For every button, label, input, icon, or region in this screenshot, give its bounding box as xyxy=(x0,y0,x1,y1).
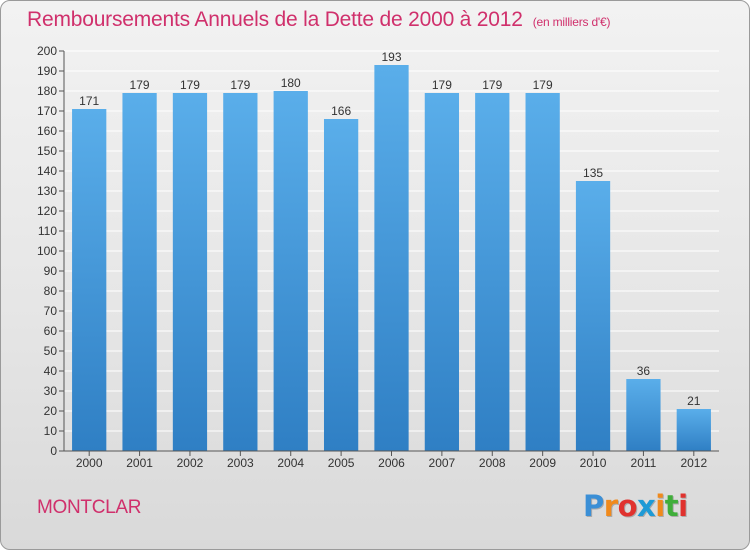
proxiti-logo: Proxiti xyxy=(583,489,688,523)
y-tick-label: 0 xyxy=(50,444,57,458)
bar xyxy=(72,109,107,451)
x-tick-label: 2004 xyxy=(277,456,304,470)
y-tick-label: 140 xyxy=(37,164,57,178)
bar xyxy=(172,93,208,451)
y-tick-label: 50 xyxy=(44,344,58,358)
location-name: MONTCLAR xyxy=(37,497,142,518)
y-tick-label: 100 xyxy=(37,244,57,258)
y-tick-label: 180 xyxy=(37,84,57,98)
x-tick-label: 2007 xyxy=(429,456,456,470)
y-tick-label: 20 xyxy=(44,404,58,418)
bar-value-label: 179 xyxy=(482,78,502,92)
bar xyxy=(323,119,359,451)
bar xyxy=(122,93,157,451)
y-tick-label: 80 xyxy=(44,284,58,298)
y-tick-label: 60 xyxy=(44,324,58,338)
bar-value-label: 166 xyxy=(331,104,351,118)
bar-value-label: 171 xyxy=(79,94,99,108)
bar-value-label: 21 xyxy=(687,394,701,408)
bar-value-label: 179 xyxy=(432,78,452,92)
x-tick-label: 2011 xyxy=(631,456,657,470)
x-tick-label: 2010 xyxy=(580,456,607,470)
bar xyxy=(575,181,611,451)
x-tick-label: 2000 xyxy=(76,456,103,470)
bar-value-label: 179 xyxy=(230,78,250,92)
x-tick-label: 2003 xyxy=(227,456,254,470)
y-tick-label: 200 xyxy=(37,44,57,58)
chart-title: Remboursements Annuels de la Dette de 20… xyxy=(27,8,610,32)
axes xyxy=(59,50,719,456)
bar xyxy=(374,65,409,451)
chart-subtitle: (en milliers d'€) xyxy=(532,15,611,29)
bar-value-label: 135 xyxy=(583,166,603,180)
y-tick-label: 40 xyxy=(44,364,58,378)
logo-letter: i xyxy=(655,489,665,523)
y-tick-label: 90 xyxy=(44,264,58,278)
bar-value-label: 179 xyxy=(130,78,150,92)
x-tick-label: 2012 xyxy=(680,456,707,470)
y-tick-label: 170 xyxy=(37,104,57,118)
bar-value-label: 180 xyxy=(281,76,301,90)
y-tick-label: 120 xyxy=(37,204,57,218)
logo-letter: P xyxy=(583,489,604,523)
bar xyxy=(424,93,460,451)
labels: 0 10 20 30 40 50 60 70 80 90 100 110 120 130 140 150 160… xyxy=(37,44,708,470)
bar-value-label: 193 xyxy=(381,50,401,64)
x-tick-label: 2008 xyxy=(479,456,506,470)
bar-value-label: 179 xyxy=(180,78,200,92)
logo-letter: r xyxy=(603,489,618,523)
logo-letter: t xyxy=(664,489,679,523)
x-tick-label: 2006 xyxy=(378,456,405,470)
bar xyxy=(223,93,258,451)
y-tick-label: 10 xyxy=(44,424,58,438)
x-tick-label: 2001 xyxy=(126,456,153,470)
y-tick-label: 30 xyxy=(44,384,58,398)
bar xyxy=(525,93,560,451)
x-tick-label: 2005 xyxy=(328,456,355,470)
logo-letter: x xyxy=(637,489,656,523)
y-tick-label: 110 xyxy=(38,224,57,238)
bar xyxy=(676,409,711,451)
y-tick-label: 70 xyxy=(44,304,58,318)
bar xyxy=(626,379,661,451)
bar-value-label: 179 xyxy=(533,78,553,92)
bar xyxy=(475,93,510,451)
y-tick-label: 160 xyxy=(37,124,57,138)
chart-title-text: Remboursements Annuels de la Dette de 20… xyxy=(27,8,523,31)
x-tick-label: 2002 xyxy=(177,456,204,470)
logo-letter: i xyxy=(678,489,688,523)
bars xyxy=(72,65,711,451)
y-tick-label: 190 xyxy=(37,64,57,78)
y-tick-label: 130 xyxy=(37,184,57,198)
logo-letter: o xyxy=(617,489,638,523)
x-tick-label: 2009 xyxy=(529,456,556,470)
bar-value-label: 36 xyxy=(637,364,651,378)
y-tick-label: 150 xyxy=(37,144,57,158)
bar xyxy=(273,91,308,451)
